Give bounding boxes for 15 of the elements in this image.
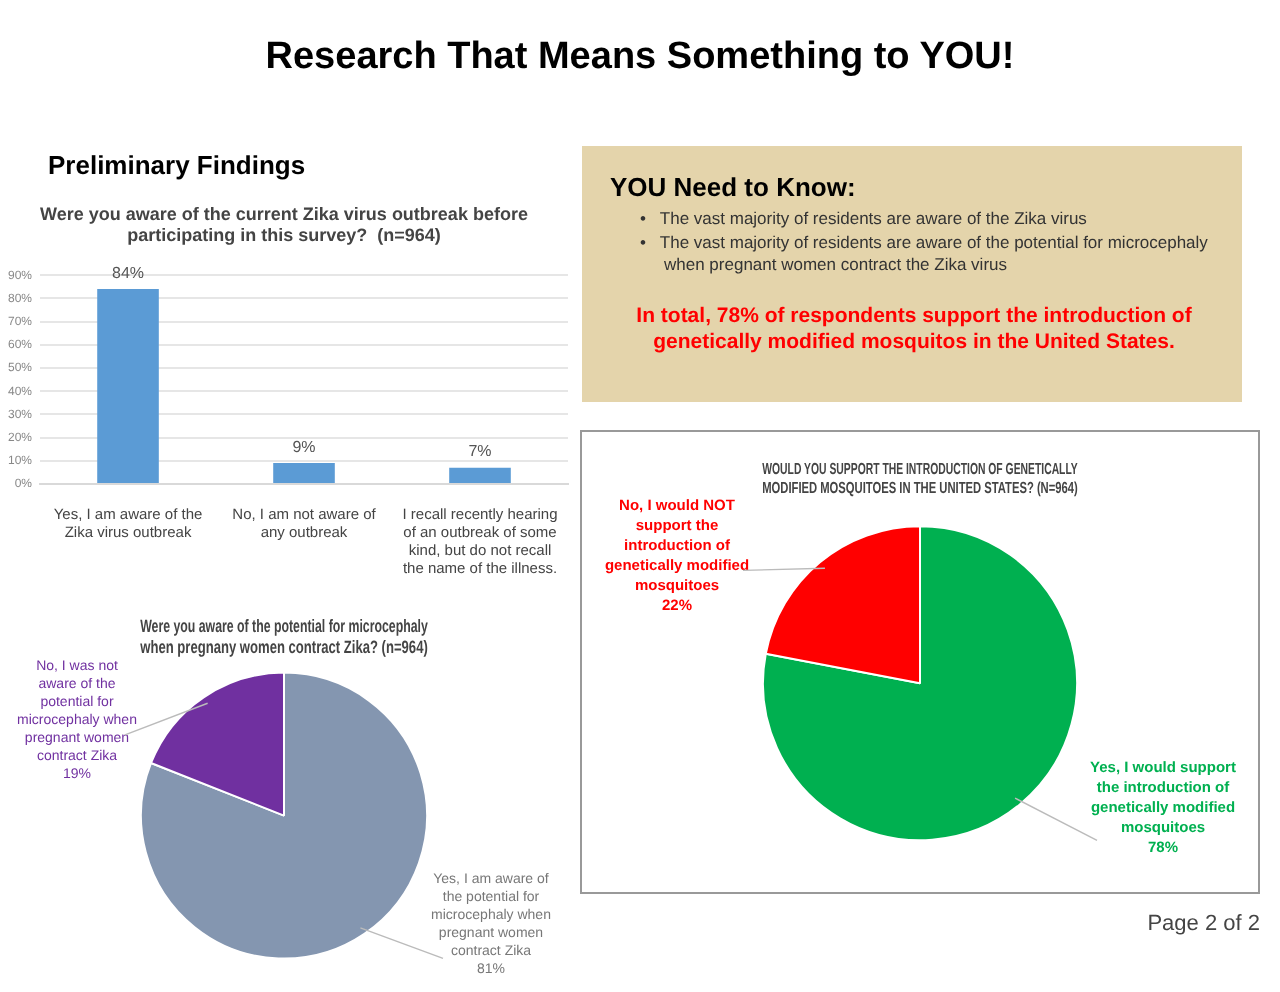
bar bbox=[273, 463, 335, 483]
bar bbox=[97, 289, 159, 483]
data-label: 7% bbox=[468, 442, 492, 461]
chart-title: Were you aware of the potential for microcephaly when pregnany women contract Zika? (n=964) bbox=[138, 615, 429, 658]
data-label: 9% bbox=[292, 437, 316, 456]
text: In total, 78% of respondents support the introduction of genetically modified mosquitos in the United States. bbox=[634, 304, 1194, 356]
chart-title: Were you aware of the current Zika virus outbreak before participating in this survey? (n=964) bbox=[40, 203, 528, 246]
text: YOU Need to Know: bbox=[610, 172, 856, 202]
text: Page 2 of 2 bbox=[1145, 912, 1260, 936]
text: • The vast majority of residents are aware of the potential for microcephaly when pregnant women contract the Zika virus bbox=[640, 232, 1210, 276]
data-label: 84% bbox=[112, 263, 145, 282]
text: Preliminary Findings bbox=[48, 150, 306, 180]
bar bbox=[449, 467, 511, 483]
text: Research That Means Something to YOU! bbox=[263, 36, 1017, 80]
text: • The vast majority of residents are aware of the Zika virus bbox=[640, 208, 1089, 228]
